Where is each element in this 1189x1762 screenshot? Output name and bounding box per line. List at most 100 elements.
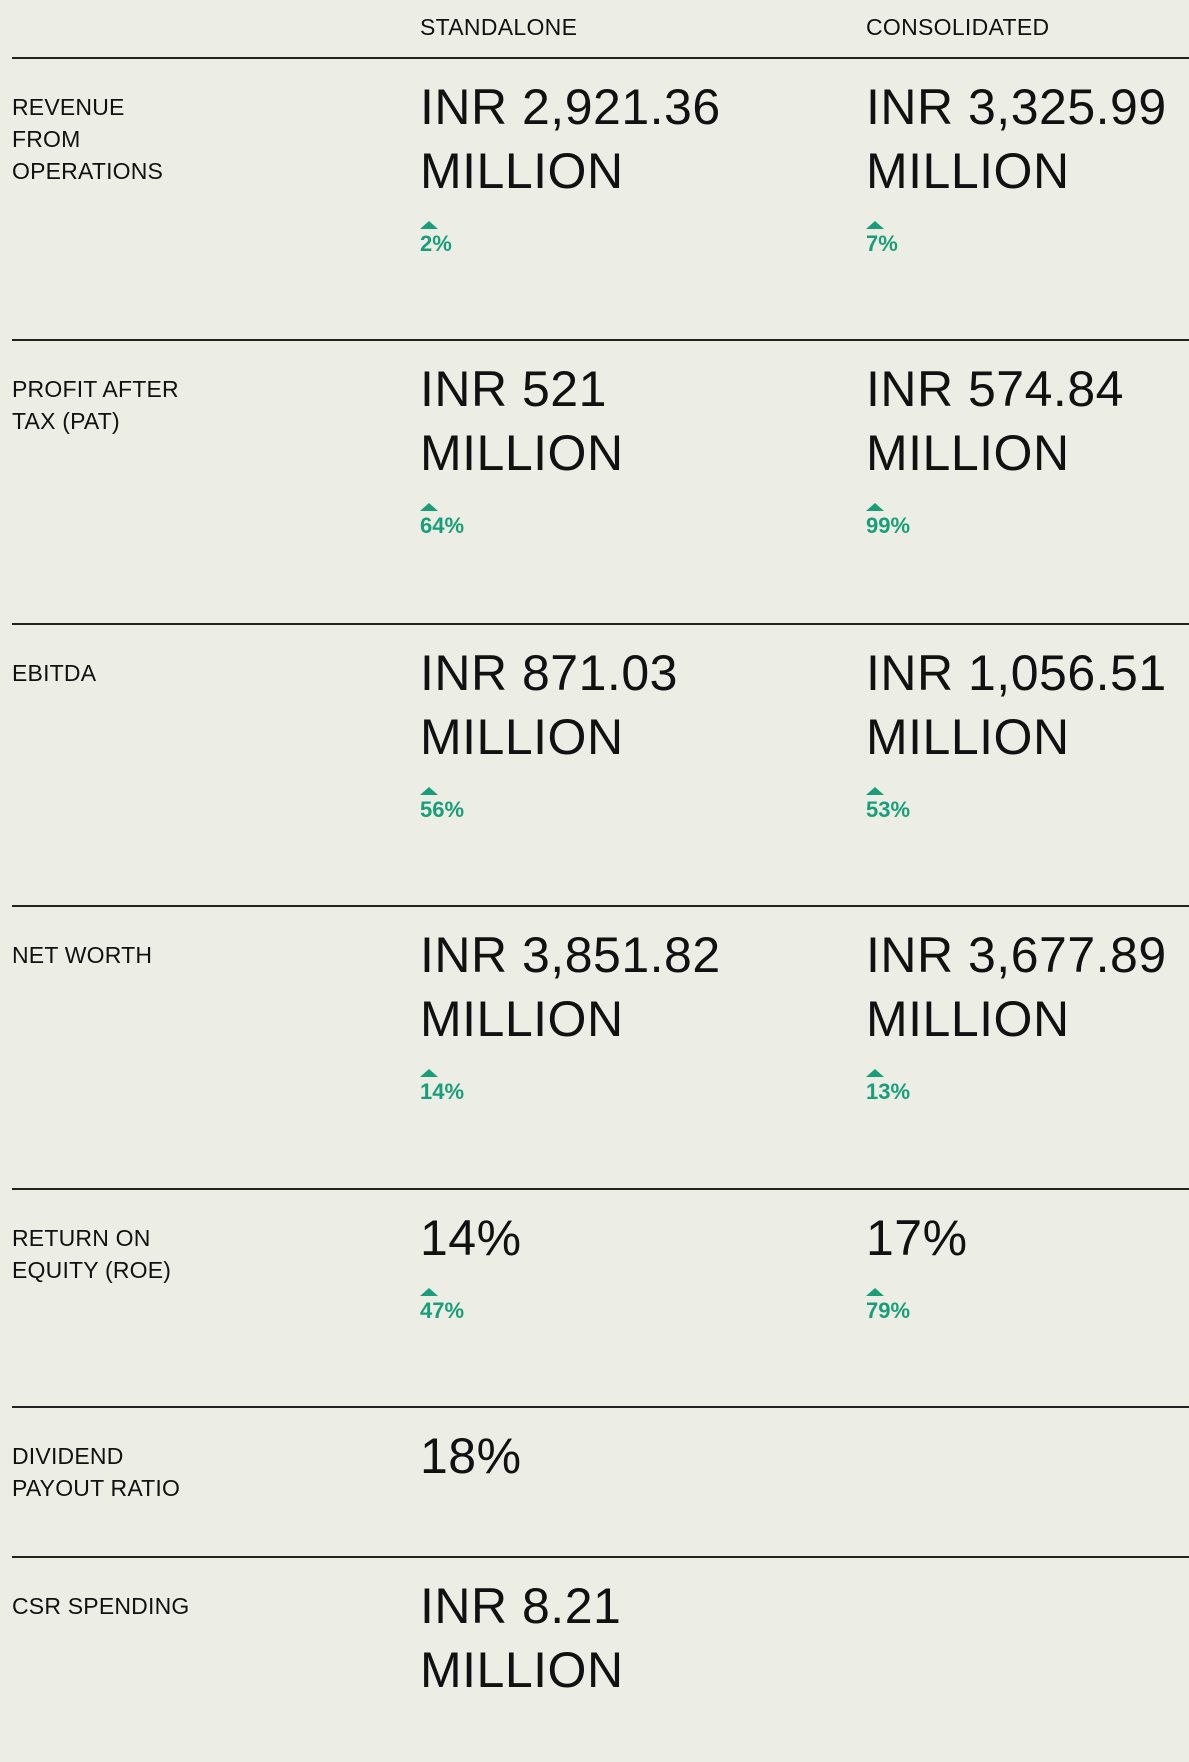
standalone-cell: 14% 47%: [420, 1206, 522, 1324]
value-line: INR 1,056.51: [866, 645, 1167, 701]
up-arrow: [866, 503, 884, 511]
metric-value: 18%: [420, 1424, 522, 1488]
metric-value: INR 3,677.89 MILLION: [866, 923, 1167, 1051]
label-line: REVENUE: [12, 94, 125, 120]
up-arrow: [420, 1069, 438, 1077]
value-line: 17%: [866, 1210, 968, 1266]
standalone-cell: INR 871.03 MILLION 56%: [420, 641, 678, 823]
up-arrow: [866, 1069, 884, 1077]
table-row: CSR SPENDING INR 8.21 MILLION: [12, 1556, 1189, 1762]
value-line: INR 3,851.82: [420, 927, 721, 983]
metric-value: INR 1,056.51 MILLION: [866, 641, 1167, 769]
label-line: EBITDA: [12, 660, 97, 686]
row-label: PROFIT AFTER TAX (PAT): [12, 373, 179, 437]
change-indicator: 99%: [866, 503, 1124, 539]
table-row: RETURN ON EQUITY (ROE) 14% 47% 17% 79%: [12, 1188, 1189, 1406]
change-text: 47%: [420, 1298, 465, 1323]
label-line: OPERATIONS: [12, 158, 164, 184]
value-line: MILLION: [866, 143, 1070, 199]
change-indicator: 79%: [866, 1288, 968, 1324]
change-text: 13%: [866, 1079, 911, 1104]
value-line: INR 2,921.36: [420, 79, 721, 135]
standalone-cell: INR 521 MILLION 64%: [420, 357, 624, 539]
consolidated-cell: INR 3,325.99 MILLION 7%: [866, 75, 1167, 257]
table-row: REVENUE FROM OPERATIONS INR 2,921.36 MILLION…: [12, 57, 1189, 339]
change-text: 53%: [866, 797, 911, 822]
label-line: EQUITY (ROE): [12, 1257, 172, 1283]
consolidated-cell: INR 1,056.51 MILLION 53%: [866, 641, 1167, 823]
label-line: PAYOUT RATIO: [12, 1475, 181, 1501]
column-header: CONSOLIDATED: [866, 14, 1050, 40]
value-line: INR 871.03: [420, 645, 678, 701]
value-line: 14%: [420, 1210, 522, 1266]
change-indicator: 14%: [420, 1069, 721, 1105]
up-arrow: [866, 787, 884, 795]
value-line: MILLION: [866, 709, 1070, 765]
metric-value: INR 8.21 MILLION: [420, 1574, 624, 1702]
value-line: MILLION: [420, 709, 624, 765]
change-indicator: 13%: [866, 1069, 1167, 1105]
change-indicator: 2%: [420, 221, 721, 257]
row-label: CSR SPENDING: [12, 1590, 189, 1622]
change-text: 79%: [866, 1298, 911, 1323]
change-text: 14%: [420, 1079, 465, 1104]
up-arrow: [866, 221, 884, 229]
label-line: NET WORTH: [12, 942, 153, 968]
value-line: INR 521: [420, 361, 607, 417]
standalone-cell: INR 8.21 MILLION: [420, 1574, 624, 1702]
consolidated-cell: INR 574.84 MILLION 99%: [866, 357, 1124, 539]
up-arrow: [866, 1288, 884, 1296]
value-line: MILLION: [420, 425, 624, 481]
change-text: 2%: [420, 231, 452, 256]
metric-value: INR 574.84 MILLION: [866, 357, 1124, 485]
label-line: TAX (PAT): [12, 408, 120, 434]
metric-value: INR 3,851.82 MILLION: [420, 923, 721, 1051]
change-indicator: 64%: [420, 503, 624, 539]
up-arrow: [420, 787, 438, 795]
metric-value: INR 3,325.99 MILLION: [866, 75, 1167, 203]
value-line: INR 574.84: [866, 361, 1124, 417]
standalone-cell: INR 3,851.82 MILLION 14%: [420, 923, 721, 1105]
value-line: MILLION: [420, 991, 624, 1047]
value-line: 18%: [420, 1428, 522, 1484]
table-row: EBITDA INR 871.03 MILLION 56% INR 1,056.51 MI…: [12, 623, 1189, 905]
consolidated-cell: 17% 79%: [866, 1206, 968, 1324]
value-line: MILLION: [866, 425, 1070, 481]
metric-value: INR 2,921.36 MILLION: [420, 75, 721, 203]
value-line: INR 8.21: [420, 1578, 622, 1634]
change-text: 99%: [866, 513, 911, 538]
label-line: RETURN ON: [12, 1225, 151, 1251]
up-arrow: [420, 503, 438, 511]
label-line: PROFIT AFTER: [12, 376, 179, 402]
metric-value: INR 521 MILLION: [420, 357, 624, 485]
change-indicator: 7%: [866, 221, 1167, 257]
table-row: NET WORTH INR 3,851.82 MILLION 14% INR 3,677…: [12, 905, 1189, 1188]
change-indicator: 47%: [420, 1288, 522, 1324]
value-line: MILLION: [420, 143, 624, 199]
change-indicator: 56%: [420, 787, 678, 823]
metric-value: INR 871.03 MILLION: [420, 641, 678, 769]
value-line: INR 3,677.89: [866, 927, 1167, 983]
up-arrow: [420, 221, 438, 229]
metric-value: 14%: [420, 1206, 522, 1270]
consolidated-cell: INR 3,677.89 MILLION 13%: [866, 923, 1167, 1105]
label-line: CSR SPENDING: [12, 1593, 190, 1619]
table-row: DIVIDEND PAYOUT RATIO 18%: [12, 1406, 1189, 1556]
label-line: FROM: [12, 126, 81, 152]
value-line: MILLION: [420, 1642, 624, 1698]
value-line: MILLION: [866, 991, 1070, 1047]
value-line: INR 3,325.99: [866, 79, 1167, 135]
row-label: REVENUE FROM OPERATIONS: [12, 91, 163, 187]
row-label: DIVIDEND PAYOUT RATIO: [12, 1440, 180, 1504]
table-row: PROFIT AFTER TAX (PAT) INR 521 MILLION 64% IN…: [12, 339, 1189, 623]
row-label: EBITDA: [12, 657, 96, 689]
label-line: DIVIDEND: [12, 1443, 124, 1469]
up-arrow: [420, 1288, 438, 1296]
standalone-cell: 18%: [420, 1424, 522, 1488]
metric-value: 17%: [866, 1206, 968, 1270]
change-text: 64%: [420, 513, 465, 538]
row-label: RETURN ON EQUITY (ROE): [12, 1222, 171, 1286]
standalone-cell: INR 2,921.36 MILLION 2%: [420, 75, 721, 257]
column-header: STANDALONE: [420, 14, 578, 40]
